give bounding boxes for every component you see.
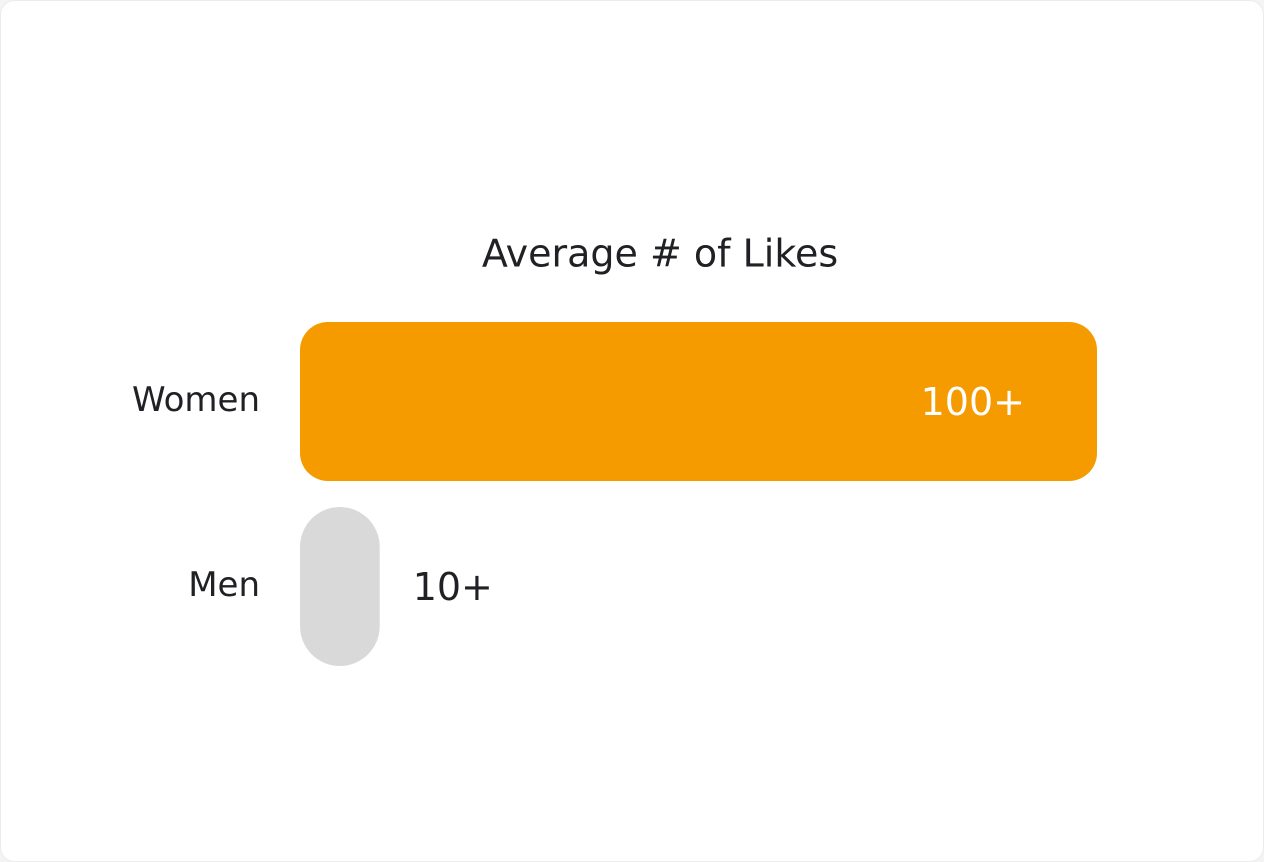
value-label: 100+ [921,380,1025,424]
chart-title: Average # of Likes [482,232,838,276]
bar [300,322,1097,481]
category-label: Men [188,565,260,605]
category-label: Women [132,380,260,420]
bar [300,507,380,666]
value-label: 10+ [413,565,493,609]
